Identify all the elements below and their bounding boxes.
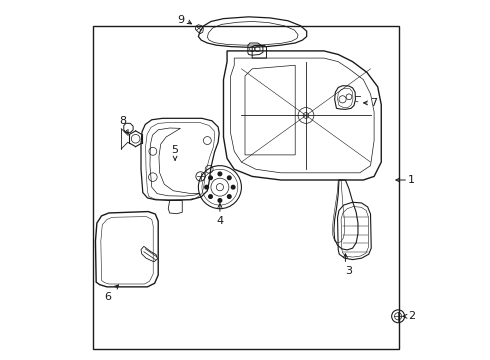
Text: 6: 6 — [104, 292, 112, 302]
Text: 2: 2 — [408, 311, 416, 321]
Text: 8: 8 — [120, 116, 126, 126]
Text: 3: 3 — [345, 266, 352, 276]
Text: 9: 9 — [177, 15, 184, 26]
Circle shape — [209, 176, 212, 180]
Text: 7: 7 — [370, 98, 378, 108]
Circle shape — [205, 185, 208, 189]
Text: 4: 4 — [216, 216, 223, 226]
Bar — [93, 26, 399, 348]
Circle shape — [209, 195, 212, 198]
Circle shape — [231, 185, 235, 189]
Text: 1: 1 — [408, 175, 415, 185]
Circle shape — [227, 195, 231, 198]
Circle shape — [218, 199, 221, 202]
Circle shape — [227, 176, 231, 180]
Circle shape — [218, 172, 221, 176]
Text: 5: 5 — [172, 144, 178, 154]
